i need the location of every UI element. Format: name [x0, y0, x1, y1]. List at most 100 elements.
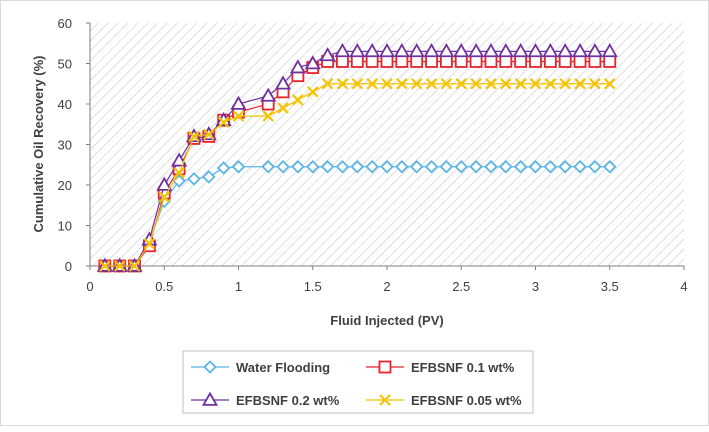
- y-tick-label: 10: [58, 219, 72, 234]
- data-point: [455, 77, 468, 90]
- legend-label: EFBSNF 0.05 wt%: [411, 393, 522, 408]
- data-point: [113, 260, 126, 272]
- y-tick-label: 60: [58, 16, 72, 31]
- data-point: [276, 160, 290, 174]
- data-point: [410, 77, 423, 90]
- data-point: [589, 77, 601, 90]
- data-point: [586, 43, 603, 58]
- data-point: [543, 160, 558, 174]
- x-tick-label: 3.5: [601, 279, 619, 294]
- data-point: [304, 55, 321, 70]
- y-tick-label: 40: [58, 97, 72, 112]
- data-point: [277, 102, 289, 114]
- data-point: [482, 43, 500, 58]
- data-point: [558, 160, 572, 174]
- data-point: [260, 87, 277, 102]
- data-point: [216, 161, 231, 175]
- data-point: [440, 77, 453, 90]
- data-point: [543, 55, 557, 68]
- data-point: [409, 160, 424, 174]
- data-point: [156, 176, 173, 191]
- series-line: [104, 166, 610, 267]
- x-tick-label: 4: [680, 279, 687, 294]
- data-point: [468, 43, 485, 58]
- data-point: [202, 170, 216, 184]
- data-point: [291, 160, 305, 174]
- data-point: [557, 43, 574, 58]
- data-point: [203, 128, 215, 141]
- data-point: [529, 77, 542, 90]
- data-point: [217, 116, 230, 129]
- x-tick-label: 1.5: [304, 279, 322, 294]
- data-point: [321, 77, 334, 90]
- y-tick-label: 0: [65, 259, 72, 274]
- data-point: [188, 130, 200, 143]
- data-point: [438, 43, 455, 58]
- data-point: [351, 77, 364, 90]
- data-point: [484, 160, 498, 174]
- data-point: [395, 55, 409, 68]
- data-point: [289, 59, 306, 74]
- x-tick-label: 0.5: [155, 279, 173, 294]
- y-tick-label: 30: [58, 138, 72, 153]
- data-point: [292, 94, 304, 106]
- legend-marker: [378, 360, 392, 374]
- data-point: [425, 77, 438, 90]
- data-point: [380, 55, 394, 68]
- data-point: [335, 160, 350, 174]
- x-tick-label: 2: [383, 279, 390, 294]
- data-point: [484, 55, 498, 68]
- legend: Water Flooding EFBSNF 0.1 wt% EFBSNF 0.2 w…: [182, 350, 534, 414]
- data-point: [514, 55, 528, 68]
- data-point: [261, 160, 275, 174]
- data-point: [514, 77, 527, 90]
- data-point: [574, 77, 586, 90]
- data-point: [423, 43, 440, 58]
- x-axis-title: Fluid Injected (PV): [330, 313, 443, 328]
- data-point: [601, 43, 618, 58]
- data-point: [232, 110, 245, 122]
- data-point: [603, 55, 617, 68]
- data-point: [527, 43, 544, 58]
- data-point: [365, 55, 379, 68]
- data-point: [158, 191, 171, 203]
- data-point: [320, 160, 335, 174]
- data-point: [395, 160, 409, 174]
- legend-entry: Water Flooding: [191, 360, 330, 375]
- data-point: [513, 160, 528, 174]
- data-point: [262, 110, 274, 122]
- data-point: [529, 55, 542, 68]
- data-point: [469, 160, 483, 174]
- data-point: [588, 55, 602, 68]
- data-point: [364, 43, 381, 58]
- data-point: [558, 55, 572, 68]
- legend-entry: EFBSNF 0.05 wt%: [366, 393, 522, 408]
- data-point: [499, 160, 513, 174]
- y-axis-title: Cumulative Oil Recovery (%): [31, 56, 46, 233]
- data-point: [454, 55, 468, 68]
- data-point: [365, 160, 379, 174]
- data-point: [350, 160, 365, 174]
- data-point: [542, 43, 559, 58]
- data-point: [396, 77, 408, 90]
- series-line: [104, 50, 610, 267]
- data-point: [470, 77, 482, 90]
- data-point: [499, 55, 513, 68]
- data-point: [350, 55, 364, 68]
- data-point: [544, 77, 557, 90]
- data-point: [393, 43, 410, 58]
- data-point: [380, 160, 394, 174]
- data-point: [439, 160, 454, 174]
- data-point: [571, 43, 589, 58]
- data-point: [231, 160, 246, 174]
- series-layer: [96, 43, 618, 273]
- data-point: [230, 95, 247, 110]
- data-point: [497, 43, 514, 58]
- data-point: [334, 43, 351, 58]
- data-point: [381, 77, 393, 90]
- data-point: [187, 172, 201, 186]
- data-point: [336, 55, 349, 68]
- data-point: [173, 167, 185, 179]
